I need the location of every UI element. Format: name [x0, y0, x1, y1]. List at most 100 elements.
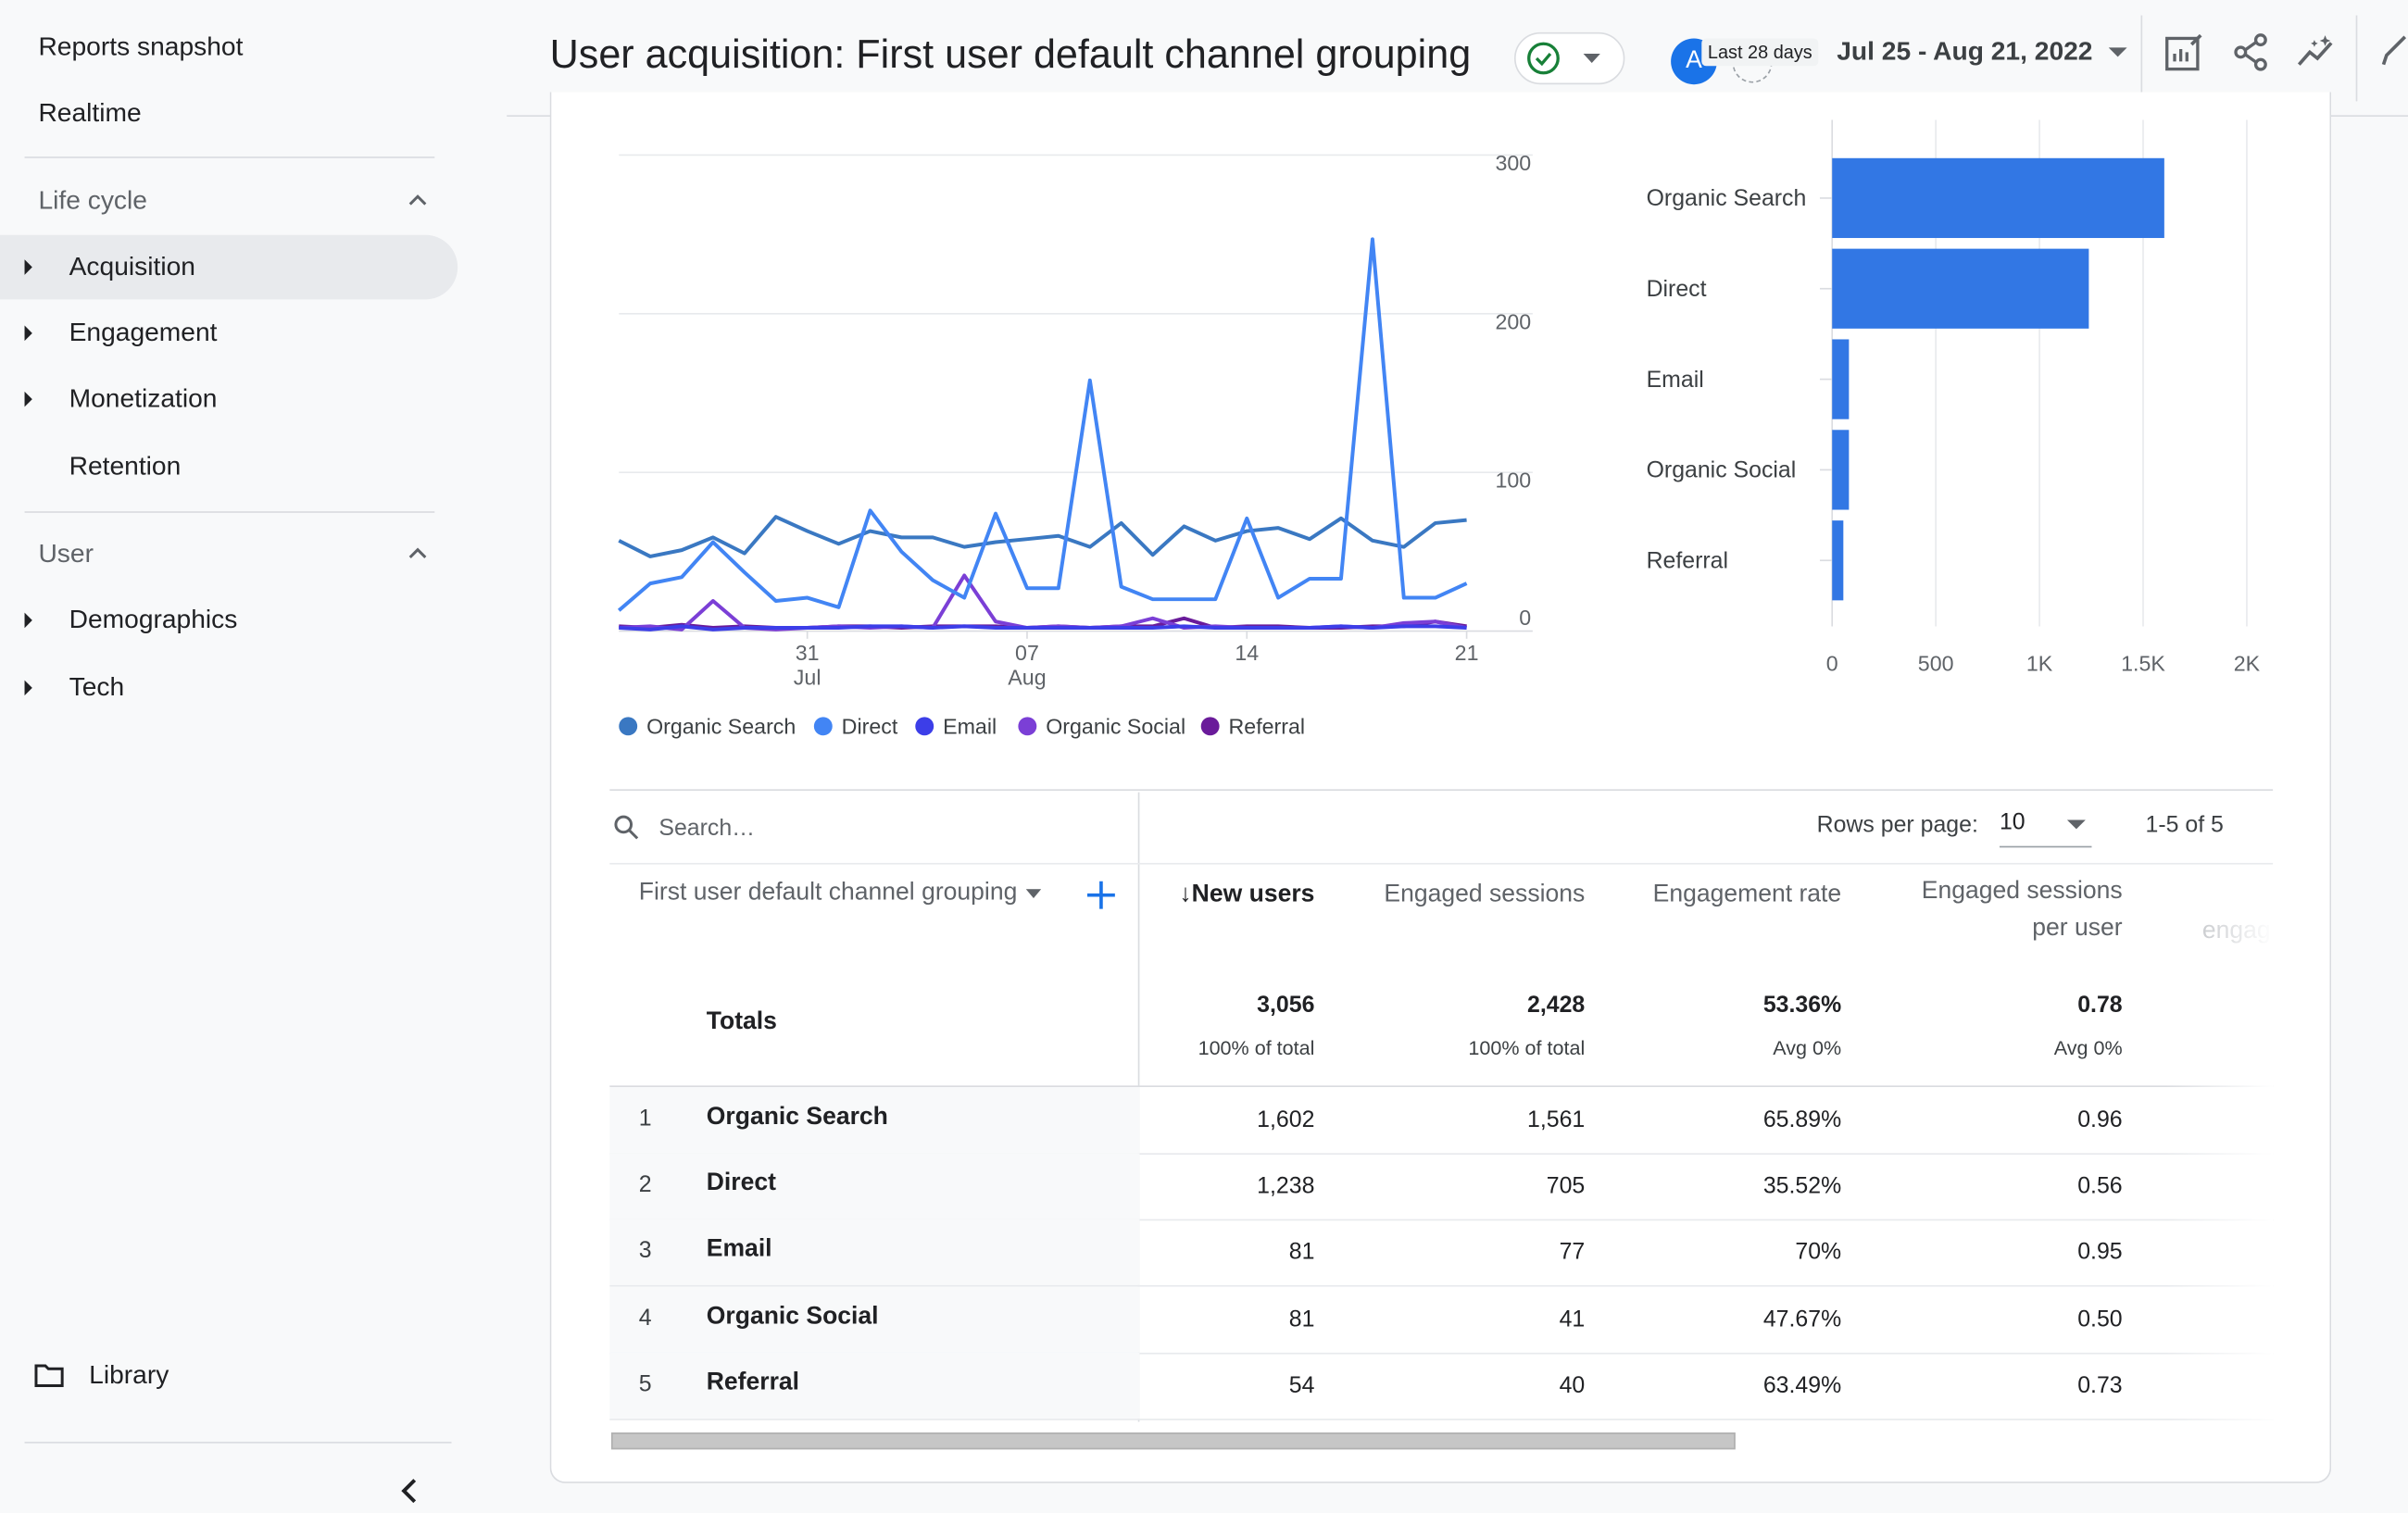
customize-report-icon[interactable] — [2163, 31, 2205, 73]
total-per-user: 0.78 — [2077, 992, 2123, 1019]
sidebar-item-engagement[interactable]: Engagement — [0, 301, 458, 366]
search-icon — [614, 815, 639, 840]
column-header-engaged-sessions[interactable]: Engaged sessions — [1384, 881, 1586, 907]
sidebar-item-label: Library — [89, 1360, 169, 1390]
total-engagement-rate-sub: Avg 0% — [1773, 1036, 1842, 1060]
expand-arrow-icon — [24, 680, 32, 696]
row-divider — [609, 1219, 2274, 1221]
sidebar-item-monetization[interactable]: Monetization — [0, 367, 458, 431]
bar-category-label: Organic Search — [1647, 185, 1807, 211]
total-per-user-sub: Avg 0% — [2053, 1036, 2123, 1060]
header-divider — [2140, 15, 2143, 102]
add-dimension-icon[interactable] — [1085, 878, 1118, 911]
caret-down-icon — [2066, 819, 2086, 830]
sidebar-item-label: Demographics — [69, 605, 238, 634]
x-tick-label: 07 — [1015, 641, 1039, 665]
sidebar-item-retention[interactable]: Retention — [0, 434, 458, 499]
row-channel-name[interactable]: Organic Social — [706, 1303, 879, 1331]
share-icon[interactable] — [2230, 31, 2273, 73]
pagination-info: 1-5 of 5 — [2145, 812, 2224, 839]
cell-engaged-sessions: 705 — [1546, 1172, 1586, 1200]
sidebar-item-library[interactable]: Library — [33, 1360, 169, 1391]
column-header-label: per user — [2032, 915, 2123, 942]
y-tick-label: 100 — [1496, 469, 1532, 493]
bar-email[interactable] — [1832, 339, 1850, 419]
total-new-users-sub: 100% of total — [1198, 1036, 1315, 1060]
sidebar-item-realtime[interactable]: Realtime — [38, 98, 142, 128]
bar-referral[interactable] — [1832, 520, 1844, 601]
series-line-organic-search[interactable] — [618, 515, 1467, 558]
row-index: 2 — [638, 1171, 652, 1198]
bar-direct[interactable] — [1832, 248, 2089, 329]
column-header-engaged-sessions-per-user[interactable]: Engaged sessions per user — [1922, 874, 2123, 948]
row-channel-name[interactable]: Referral — [706, 1369, 800, 1396]
rows-per-page-label: Rows per page: — [1816, 812, 1978, 839]
dimension-column-header[interactable]: First user default channel grouping — [639, 880, 1042, 907]
collapse-sidebar-icon[interactable] — [393, 1474, 423, 1507]
series-line-direct[interactable] — [617, 237, 1468, 612]
sidebar-item-acquisition[interactable]: Acquisition — [0, 234, 458, 300]
horizontal-scrollbar[interactable] — [610, 1432, 1736, 1450]
row-channel-name[interactable]: Organic Search — [706, 1104, 888, 1131]
cell-engagement-rate: 47.67% — [1762, 1307, 1842, 1333]
sidebar-section-user[interactable]: User — [0, 522, 458, 587]
table-row[interactable] — [609, 1286, 1140, 1353]
y-tick-label: 200 — [1496, 309, 1532, 333]
cell-per-user: 0.56 — [2077, 1172, 2123, 1200]
column-header-label: Engaged sessions — [1921, 878, 2123, 905]
row-index: 4 — [638, 1305, 652, 1332]
row-index: 3 — [638, 1237, 652, 1264]
x-tick-month-label: Aug — [1008, 666, 1046, 690]
x-tick-label: 1K — [2026, 652, 2053, 676]
legend-label[interactable]: Organic Social — [1046, 715, 1185, 739]
sidebar-section-lifecycle[interactable]: Life cycle — [0, 169, 458, 233]
series-line-email[interactable] — [619, 624, 1467, 631]
cell-engaged-sessions: 40 — [1559, 1372, 1586, 1399]
table-row[interactable] — [609, 1153, 1140, 1219]
rows-per-page-select[interactable]: 10 — [1999, 805, 2092, 848]
cell-engaged-sessions: 1,561 — [1527, 1107, 1586, 1133]
cell-per-user: 0.50 — [2077, 1307, 2123, 1333]
x-tick-label: 500 — [1918, 652, 1954, 676]
legend-label[interactable]: Direct — [842, 715, 898, 739]
table-row[interactable] — [609, 1352, 1140, 1419]
legend-swatch — [813, 717, 833, 736]
total-new-users: 3,056 — [1257, 992, 1315, 1019]
sidebar-item-reports-snapshot[interactable]: Reports snapshot — [38, 31, 244, 62]
caret-down-icon — [2108, 47, 2126, 57]
sidebar-item-demographics[interactable]: Demographics — [0, 588, 458, 653]
legend-label[interactable]: Email — [943, 715, 997, 739]
insights-icon[interactable] — [2294, 31, 2337, 73]
x-tick-label: 31 — [796, 641, 820, 665]
sidebar-item-label: Retention — [69, 451, 182, 481]
edit-icon[interactable] — [2377, 31, 2408, 73]
column-header-new-users[interactable]: ↓New users — [1179, 877, 1314, 914]
search-input[interactable] — [658, 814, 1089, 841]
table-row[interactable] — [609, 1087, 1140, 1154]
sidebar-item-tech[interactable]: Tech — [0, 656, 458, 720]
date-range-text: Jul 25 - Aug 21, 2022 — [1837, 36, 2093, 67]
folder-icon — [34, 1364, 64, 1388]
table-row[interactable] — [609, 1219, 1140, 1285]
column-header-engagement-rate[interactable]: Engagement rate — [1652, 881, 1842, 907]
sidebar-section-label: User — [38, 539, 94, 569]
total-engaged-sessions: 2,428 — [1527, 992, 1586, 1019]
page-title: User acquisition: First user default cha… — [549, 31, 1472, 77]
check-circle-icon — [1527, 42, 1600, 75]
report-status-dropdown[interactable] — [1513, 31, 1625, 85]
legend-label[interactable]: Organic Search — [646, 715, 796, 739]
date-range-picker[interactable]: Jul 25 - Aug 21, 2022 — [1837, 37, 2126, 68]
legend-label[interactable]: Referral — [1229, 715, 1306, 739]
overflow-fade — [2165, 867, 2274, 1420]
total-engaged-sessions-sub: 100% of total — [1468, 1036, 1586, 1060]
totals-label: Totals — [706, 1008, 777, 1035]
sidebar-divider — [24, 511, 435, 513]
series-line-organic-social[interactable] — [619, 573, 1467, 631]
cell-engaged-sessions: 77 — [1559, 1239, 1586, 1266]
row-channel-name[interactable]: Direct — [706, 1169, 776, 1196]
cell-engagement-rate: 35.52% — [1762, 1172, 1842, 1200]
row-channel-name[interactable]: Email — [706, 1235, 772, 1263]
bar-category-label: Organic Social — [1647, 457, 1797, 483]
bar-organic-search[interactable] — [1832, 157, 2164, 239]
bar-organic-social[interactable] — [1832, 430, 1850, 510]
